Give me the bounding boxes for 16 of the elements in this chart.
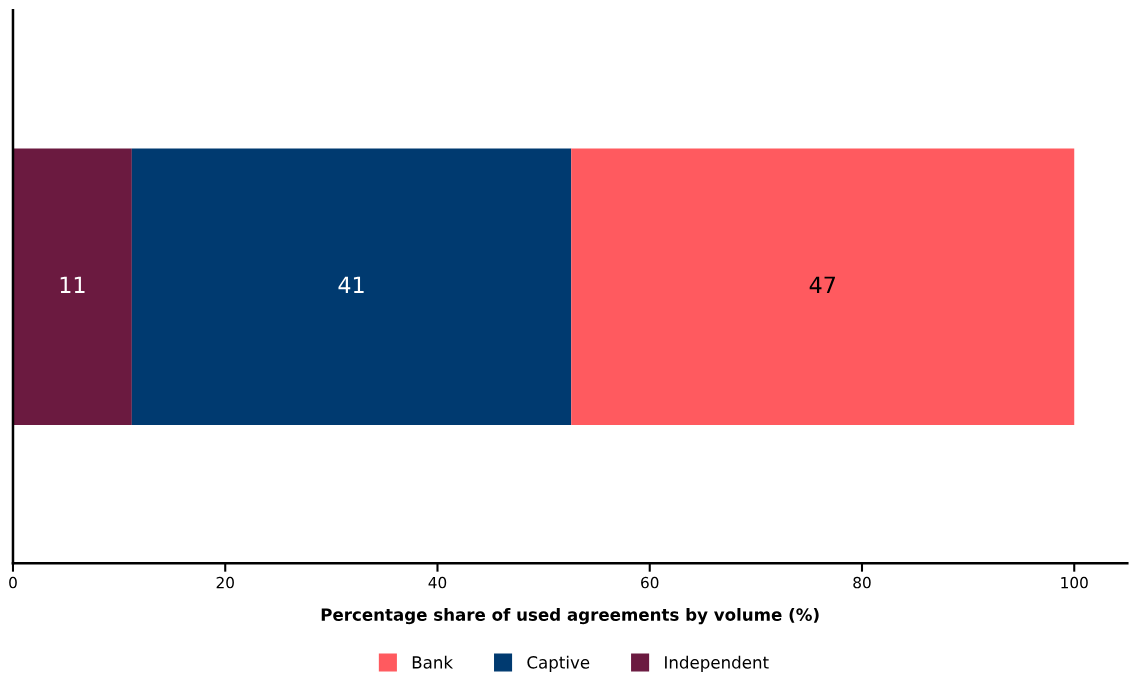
legend-label: Bank (412, 655, 454, 669)
legend-label: Captive (527, 655, 590, 672)
data-label: 47 (809, 276, 835, 293)
x-tick-label: 40 (428, 576, 447, 589)
data-label: 41 (338, 276, 364, 293)
legend-label: Independent (665, 655, 769, 672)
x-tick-label: 0 (9, 576, 17, 589)
bar (131, 148, 572, 426)
bar (571, 148, 1075, 426)
x-tick-label: 60 (641, 576, 659, 589)
bar (12, 148, 132, 426)
data-label: 11 (60, 276, 85, 293)
x-axis-title: Percentage share of used agreements by volume (%) (321, 607, 819, 625)
x-tick-label: 100 (1061, 576, 1088, 589)
x-tick-label: 80 (853, 576, 871, 589)
x-tick-label: 20 (216, 576, 234, 589)
